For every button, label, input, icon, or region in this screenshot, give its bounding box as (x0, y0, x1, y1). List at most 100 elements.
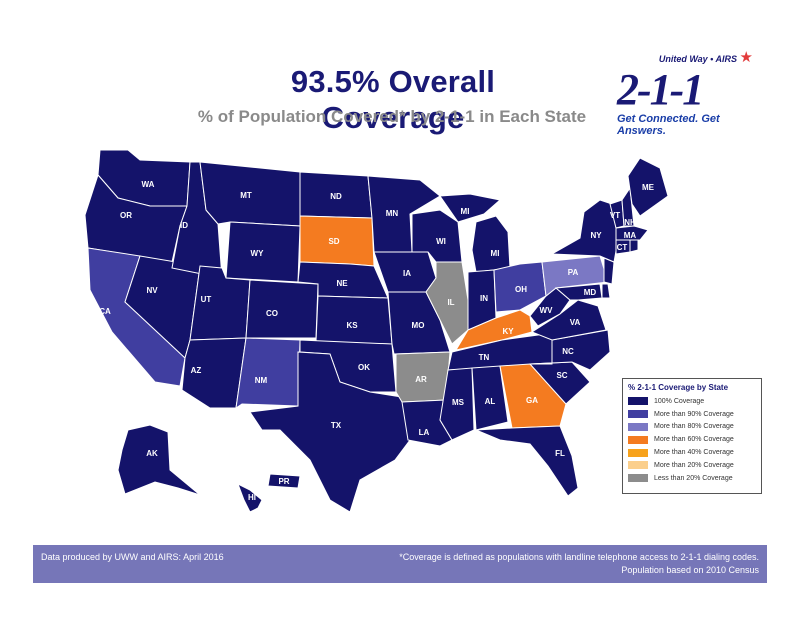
state-pa (541, 255, 609, 297)
label-ia: IA (403, 269, 411, 278)
state-fl (475, 425, 579, 497)
label-ny: NY (590, 231, 602, 240)
legend-item: More than 40% Coverage (623, 446, 761, 459)
label-tx: TX (331, 421, 342, 430)
state-de (601, 283, 611, 299)
legend-item: More than 80% Coverage (623, 421, 761, 434)
legend-item: 100% Coverage (623, 395, 761, 408)
label-nc: NC (562, 347, 574, 356)
logo-org-text: United Way • AIRS (658, 54, 737, 64)
legend-item: More than 90% Coverage (623, 408, 761, 421)
state-hi (237, 482, 263, 513)
label-nm: NM (255, 376, 268, 385)
state-mi-up (439, 193, 502, 223)
state-al (471, 365, 509, 431)
legend-label: More than 20% Coverage (654, 461, 734, 469)
state-co (245, 279, 319, 339)
label-nj: NJ (616, 265, 626, 274)
state-ky (454, 309, 533, 351)
label-ms: MS (452, 398, 465, 407)
state-ms (439, 367, 475, 441)
label-sc: SC (556, 371, 567, 380)
label-wa: WA (142, 180, 155, 189)
legend-swatch (628, 410, 648, 419)
footer-census: Population based on 2010 Census (621, 565, 759, 575)
label-il: IL (447, 298, 454, 307)
label-ga: GA (526, 396, 538, 405)
logo-tagline: Get Connected. Get Answers. (617, 113, 720, 137)
legend-swatch (628, 435, 648, 444)
label-nh: NH (624, 218, 636, 227)
coverage-legend: % 2-1-1 Coverage by State 100% Coverage … (622, 378, 762, 494)
legend-label: 100% Coverage (654, 397, 705, 405)
legend-label: More than 60% Coverage (654, 436, 734, 444)
label-ri: RI (637, 249, 645, 258)
legend-title: % 2-1-1 Coverage by State (628, 383, 729, 392)
label-ct: CT (617, 243, 628, 252)
label-ca: CA (99, 307, 111, 316)
state-ak (117, 424, 201, 496)
label-la: LA (419, 428, 430, 437)
label-fl: FL (555, 449, 565, 458)
label-ut: UT (201, 295, 212, 304)
label-de: DE (611, 293, 623, 302)
label-tn: TN (479, 353, 490, 362)
label-ok: OK (358, 363, 370, 372)
label-ks: KS (346, 321, 358, 330)
state-me (627, 157, 669, 217)
logo: United Way • AIRS ★ 2-1-1 Get Connected.… (605, 49, 755, 137)
label-mi: MI (491, 249, 500, 258)
legend-swatch (628, 461, 648, 470)
label-ky: KY (502, 327, 514, 336)
label-nv: NV (146, 286, 158, 295)
legend-label: Less than 20% Coverage (654, 474, 733, 482)
label-or: OR (120, 211, 132, 220)
legend-label: More than 40% Coverage (654, 449, 734, 457)
state-ga (499, 363, 567, 429)
legend-item: More than 20% Coverage (623, 459, 761, 472)
label-hi: HI (248, 493, 256, 502)
legend-label: More than 80% Coverage (654, 423, 734, 431)
state-il (425, 261, 469, 345)
label-wi: WI (436, 237, 446, 246)
state-md (554, 283, 603, 301)
legend-swatch (628, 448, 648, 457)
label-pa: PA (568, 268, 579, 277)
label-mi-up: MI (461, 207, 470, 216)
page-title: 93.5% Overall Coverage (290, 64, 496, 135)
logo-number: 2-1-1 (617, 65, 704, 114)
label-co: CO (266, 309, 278, 318)
state-labels: WA OR CA NV ID MT WY UT AZ CO NM ND SD N… (99, 180, 654, 502)
label-sd: SD (328, 237, 339, 246)
label-ar: AR (415, 375, 427, 384)
label-oh: OH (515, 285, 527, 294)
label-pr: PR (278, 477, 289, 486)
label-vt: VT (610, 211, 620, 220)
label-al: AL (485, 397, 496, 406)
label-id: ID (180, 221, 188, 230)
footer-source: Data produced by UWW and AIRS: April 201… (41, 552, 224, 562)
legend-item: More than 60% Coverage (623, 433, 761, 446)
label-mo: MO (412, 321, 425, 330)
label-wy: WY (251, 249, 265, 258)
legend-swatch (628, 474, 648, 483)
state-ny (550, 199, 619, 263)
label-ak: AK (146, 449, 158, 458)
label-az: AZ (191, 366, 202, 375)
footer-note: *Coverage is defined as populations with… (399, 552, 759, 562)
state-mi (471, 215, 511, 273)
state-ks (315, 295, 393, 345)
state-pr (267, 473, 301, 489)
state-nc (529, 329, 611, 371)
label-ne: NE (336, 279, 348, 288)
legend-swatch (628, 397, 648, 406)
legend-item: Less than 20% Coverage (623, 472, 761, 485)
label-mn: MN (386, 209, 399, 218)
footer-bar: Data produced by UWW and AIRS: April 201… (33, 545, 767, 583)
state-tx (249, 351, 411, 513)
label-in: IN (480, 294, 488, 303)
label-nd: ND (330, 192, 342, 201)
label-ma: MA (624, 231, 637, 240)
label-md: MD (584, 288, 597, 297)
